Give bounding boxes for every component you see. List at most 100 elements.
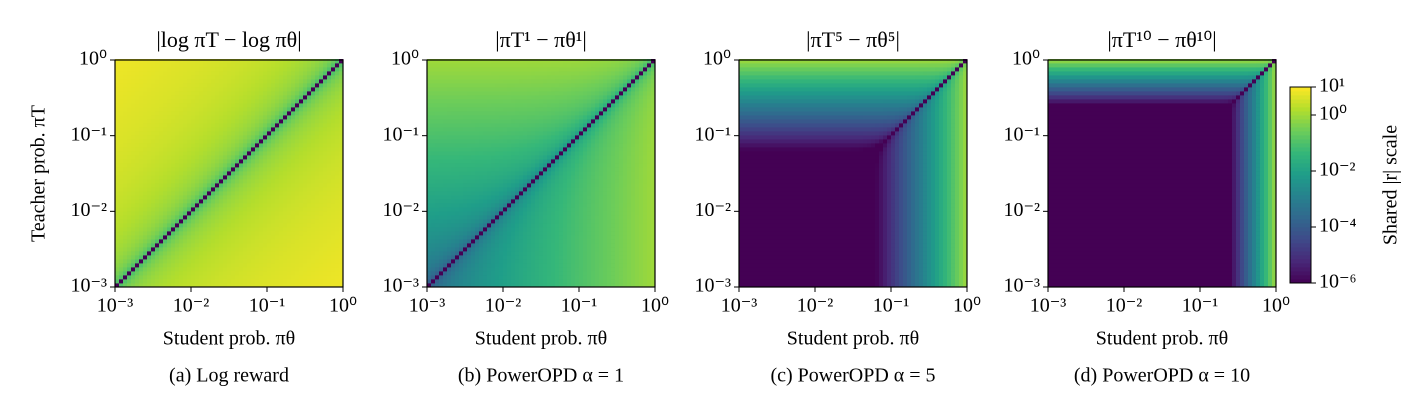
heatmap-cell	[439, 167, 444, 172]
heatmap-cell	[123, 143, 128, 148]
heatmap-cell	[495, 163, 500, 168]
heatmap-cell	[191, 203, 196, 208]
heatmap-cell	[267, 259, 272, 264]
heatmap-cell	[439, 107, 444, 112]
heatmap-cell	[119, 67, 124, 72]
heatmap-cell	[267, 219, 272, 224]
heatmap-cell	[451, 283, 456, 288]
heatmap-cell	[231, 251, 236, 256]
heatmap-cell	[431, 99, 436, 104]
heatmap-cell	[259, 115, 264, 120]
heatmap-cell	[499, 155, 504, 160]
heatmap-cell	[315, 227, 320, 232]
heatmap-cell	[487, 223, 492, 228]
heatmap-cell	[339, 171, 344, 176]
heatmap-cell	[311, 207, 316, 212]
heatmap-cell	[499, 147, 504, 152]
heatmap-cell	[287, 91, 292, 96]
heatmap-cell	[431, 215, 436, 220]
heatmap-cell	[515, 131, 520, 136]
heatmap-cell	[255, 139, 260, 144]
heatmap-cell	[171, 155, 176, 160]
heatmap-cell	[199, 131, 204, 136]
heatmap-cell	[283, 223, 288, 228]
heatmap-cell	[139, 259, 144, 264]
heatmap-cell	[159, 231, 164, 236]
heatmap-cell	[463, 107, 468, 112]
heatmap-cell	[191, 223, 196, 228]
heatmap-cell	[155, 155, 160, 160]
heatmap-cell	[467, 159, 472, 164]
heatmap-cell	[443, 263, 448, 268]
heatmap-cell	[243, 207, 248, 212]
heatmap-cell	[183, 143, 188, 148]
heatmap-cell	[247, 159, 252, 164]
heatmap-cell	[211, 171, 216, 176]
heatmap-cell	[487, 247, 492, 252]
heatmap-cell	[427, 219, 432, 224]
heatmap-cell	[455, 103, 460, 108]
heatmap-cell	[239, 211, 244, 216]
heatmap-cell	[303, 147, 308, 152]
heatmap-cell	[339, 203, 344, 208]
heatmap-cell	[259, 91, 264, 96]
heatmap-cell	[491, 231, 496, 236]
heatmap-cell	[287, 103, 292, 108]
heatmap-cell	[215, 71, 220, 76]
heatmap-cell	[203, 111, 208, 116]
heatmap-cell	[187, 223, 192, 228]
heatmap-cell	[527, 243, 532, 248]
heatmap-cell	[507, 95, 512, 100]
heatmap-cell	[267, 171, 272, 176]
heatmap-cell	[263, 183, 268, 188]
heatmap-cell	[543, 115, 548, 120]
heatmap-cell	[227, 95, 232, 100]
heatmap-cell	[167, 239, 172, 244]
heatmap-cell	[455, 159, 460, 164]
heatmap-cell	[123, 155, 128, 160]
heatmap-cell	[443, 71, 448, 76]
heatmap-cell	[431, 227, 436, 232]
heatmap-cell	[223, 235, 228, 240]
heatmap-cell	[467, 111, 472, 116]
heatmap-cell	[447, 151, 452, 156]
heatmap-cell	[171, 119, 176, 124]
heatmap-cell	[123, 163, 128, 168]
heatmap-cell	[535, 271, 540, 276]
heatmap-cell	[479, 259, 484, 264]
heatmap-cell	[163, 135, 168, 140]
heatmap-cell	[495, 83, 500, 88]
heatmap-cell	[175, 223, 180, 228]
heatmap-cell	[483, 147, 488, 152]
heatmap-cell	[303, 167, 308, 172]
heatmap-cell	[287, 123, 292, 128]
heatmap-cell	[291, 191, 296, 196]
heatmap-cell	[515, 135, 520, 140]
heatmap-cell	[279, 267, 284, 272]
heatmap-cell	[171, 115, 176, 120]
heatmap-cell	[495, 159, 500, 164]
heatmap-cell	[287, 63, 292, 68]
heatmap-cell	[515, 251, 520, 256]
heatmap-cell	[495, 119, 500, 124]
heatmap-cell	[479, 203, 484, 208]
heatmap-cell	[471, 215, 476, 220]
heatmap-cell	[515, 259, 520, 264]
heatmap-cell	[543, 263, 548, 268]
heatmap-cell	[543, 67, 548, 72]
heatmap-cell	[499, 215, 504, 220]
heatmap-cell	[535, 115, 540, 120]
heatmap-cell	[303, 263, 308, 268]
heatmap-cell	[511, 99, 516, 104]
heatmap-cell	[459, 231, 464, 236]
heatmap-cell	[159, 263, 164, 268]
heatmap-cell	[267, 127, 272, 132]
heatmap-cell	[203, 199, 208, 204]
heatmap-cell	[283, 159, 288, 164]
heatmap-cell	[135, 95, 140, 100]
heatmap-cell	[215, 119, 220, 124]
heatmap-cell	[471, 271, 476, 276]
heatmap-cell	[443, 247, 448, 252]
heatmap-cell	[183, 215, 188, 220]
heatmap-cell	[487, 191, 492, 196]
